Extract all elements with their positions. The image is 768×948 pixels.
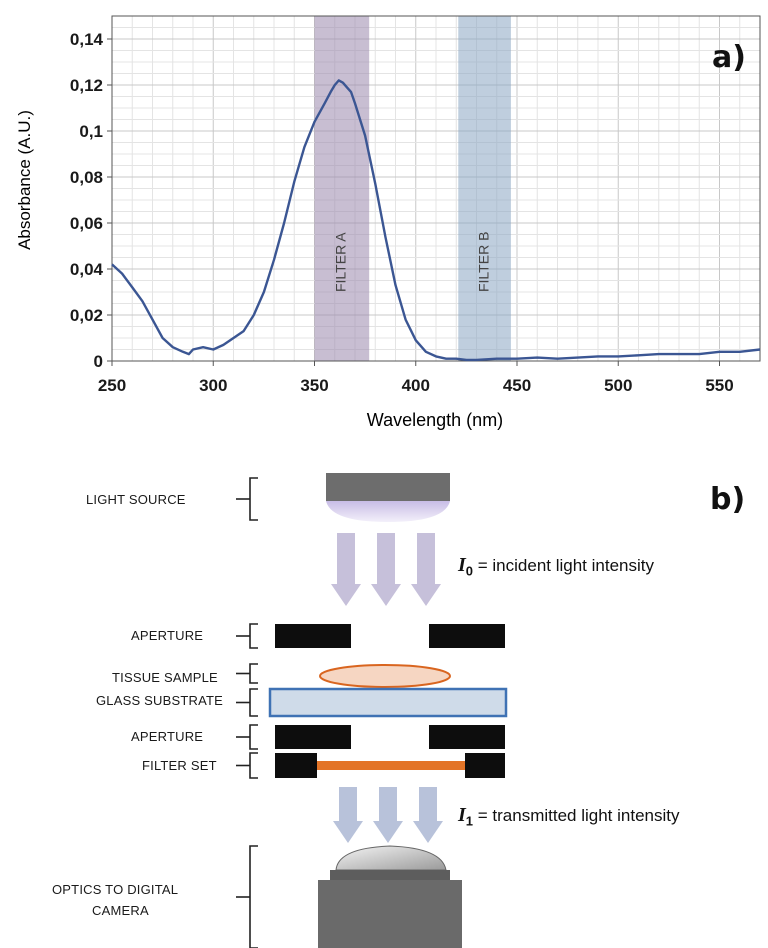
- panel-label-a: a): [712, 40, 746, 75]
- y-tick-label: 0,12: [70, 76, 103, 95]
- filter-band-b: [458, 16, 511, 361]
- light-glow: [326, 501, 450, 522]
- x-tick-labels: 250 300 350 400 450 500 550: [98, 361, 734, 395]
- transmitted-arrow: [413, 787, 443, 843]
- y-tick-label: 0,02: [70, 306, 103, 325]
- y-axis-label: Absorbance (A.U.): [15, 110, 34, 250]
- panel-label-b: b): [710, 482, 746, 517]
- tissue-sample-shape: [319, 664, 451, 688]
- label-glass-substrate: GLASS SUBSTRATE: [96, 693, 224, 708]
- label-light-source: LIGHT SOURCE: [86, 492, 186, 507]
- transmitted-intensity-label: I1 = transmitted light intensity: [458, 804, 680, 828]
- camera-top-ledge: [330, 870, 450, 880]
- incident-arrow: [331, 533, 361, 606]
- label-filter-set: FILTER SET: [142, 758, 217, 773]
- filter-set-bracket: [249, 752, 258, 779]
- transmitted-light-arrows: [333, 787, 443, 843]
- label-brackets: [236, 477, 258, 948]
- optics-bracket: [249, 845, 258, 948]
- camera-body: [318, 880, 462, 948]
- x-tick-label: 550: [705, 376, 733, 395]
- y-tick-label: 0,1: [79, 122, 103, 141]
- light-source-bracket: [249, 477, 258, 521]
- light-source-block: [326, 473, 450, 501]
- plot-frame: [111, 15, 761, 362]
- y-tick-label: 0,14: [70, 30, 104, 49]
- filter-band-label: FILTER B: [475, 232, 491, 292]
- aperture-top-right: [429, 624, 505, 648]
- incident-subscript: 0: [465, 563, 474, 579]
- incident-symbol: I: [458, 554, 466, 576]
- aperture-bottom-right: [429, 725, 505, 749]
- glass-substrate-shape: [268, 687, 508, 718]
- y-tick-label: 0,08: [70, 168, 103, 187]
- aperture-top-left: [275, 624, 351, 648]
- imaging-setup-diagram: [236, 473, 508, 948]
- label-optics-line2: CAMERA: [92, 903, 149, 918]
- optics-dome: [335, 845, 447, 871]
- transmitted-symbol: I: [458, 804, 466, 826]
- transmitted-subscript: 1: [465, 813, 474, 829]
- filter-band-a: [314, 16, 370, 361]
- x-tick-label: 350: [300, 376, 328, 395]
- transmitted-arrow: [333, 787, 363, 843]
- aperture-top-bracket: [249, 623, 258, 649]
- x-axis-label: Wavelength (nm): [367, 410, 503, 430]
- aperture-bottom-left: [275, 725, 351, 749]
- x-tick-label: 500: [604, 376, 632, 395]
- transmitted-text: = transmitted light intensity: [473, 806, 680, 825]
- x-tick-label: 450: [503, 376, 531, 395]
- filter-band-label: FILTER A: [333, 232, 349, 292]
- label-aperture-top: APERTURE: [131, 628, 204, 643]
- y-tick-label: 0: [94, 352, 103, 371]
- incident-arrow: [411, 533, 441, 606]
- label-tissue-sample: TISSUE SAMPLE: [112, 670, 218, 685]
- chart-grid: [111, 15, 761, 362]
- incident-light-arrows: [331, 533, 441, 606]
- transmitted-arrow: [373, 787, 403, 843]
- absorbance-chart: FILTER A FILTER B 0 0,02 0,04 0,06 0,08 0,1 0,1…: [15, 15, 761, 430]
- absorbance-series-line: [111, 79, 761, 362]
- filter-element: [317, 761, 465, 770]
- filter-holder-right: [465, 753, 505, 778]
- x-tick-label: 250: [98, 376, 126, 395]
- tissue-sample-bracket: [249, 663, 258, 684]
- label-aperture-bottom: APERTURE: [131, 729, 204, 744]
- filter-bands: FILTER A FILTER B: [314, 16, 511, 361]
- glass-substrate-bracket: [249, 688, 258, 717]
- incident-intensity-label: I0 = incident light intensity: [458, 554, 654, 578]
- aperture-bottom-bracket: [249, 724, 258, 750]
- filter-holder-left: [275, 753, 317, 778]
- x-tick-label: 400: [402, 376, 430, 395]
- y-tick-label: 0,06: [70, 214, 103, 233]
- y-tick-label: 0,04: [70, 260, 104, 279]
- y-tick-labels: 0 0,02 0,04 0,06 0,08 0,1 0,12 0,14: [70, 30, 112, 371]
- x-tick-label: 300: [199, 376, 227, 395]
- label-optics-line1: OPTICS TO DIGITAL: [52, 882, 179, 897]
- incident-text: = incident light intensity: [473, 556, 654, 575]
- incident-arrow: [371, 533, 401, 606]
